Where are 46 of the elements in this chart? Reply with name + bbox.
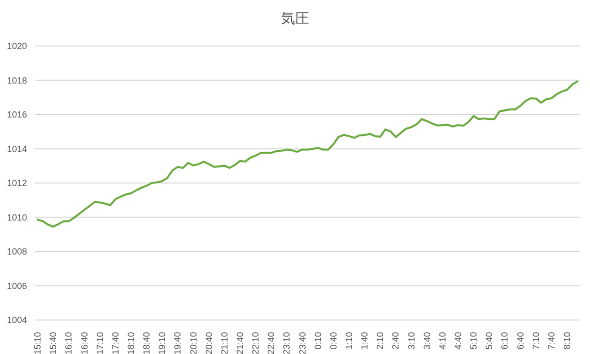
x-tick-label: 21:40 (235, 332, 246, 354)
x-tick-label: 22:10 (250, 332, 261, 354)
x-tick-label: 22:40 (266, 332, 276, 354)
y-tick-label: 1014 (6, 144, 27, 154)
x-tick-label: 18:40 (142, 332, 152, 354)
y-tick-label: 1018 (6, 75, 27, 86)
x-tick-label: 16:40 (79, 332, 90, 354)
x-tick-label: 23:10 (282, 332, 292, 354)
x-tick-label: 17:10 (94, 332, 105, 354)
y-tick-label: 1004 (6, 315, 27, 326)
x-tick-label: 4:10 (437, 332, 448, 350)
x-tick-label: 3:10 (406, 332, 416, 350)
x-tick-label: 3:40 (422, 332, 432, 350)
line-series (36, 80, 578, 228)
x-tick-label: 0:40 (328, 332, 338, 350)
y-tick-label: 1020 (6, 41, 27, 52)
x-tick-label: 20:10 (188, 332, 198, 354)
x-tick-label: 4:40 (453, 332, 464, 350)
x-tick-label: 19:40 (172, 332, 183, 354)
x-tick-label: 8:10 (562, 332, 572, 350)
x-tick-label: 5:10 (468, 332, 479, 350)
x-tick-label: 15:10 (32, 332, 43, 354)
x-tick-label: 17:40 (110, 332, 120, 354)
y-tick-label: 1008 (6, 246, 27, 257)
x-tick-label: 6:10 (500, 332, 510, 350)
y-tick-label: 1010 (6, 212, 27, 222)
x-tick-label: 16:10 (64, 332, 74, 354)
x-tick-label: 21:10 (219, 332, 230, 354)
x-tick-label: 20:40 (204, 332, 214, 354)
x-tick-label: 15:40 (48, 332, 58, 354)
x-tick-label: 23:40 (297, 332, 308, 354)
x-tick-label: 6:40 (515, 332, 526, 350)
x-tick-label: 19:10 (157, 332, 168, 354)
x-tick-label: 2:10 (375, 332, 386, 350)
x-tick-label: 7:10 (530, 332, 541, 350)
y-tick-label: 1006 (6, 280, 27, 291)
x-tick-label: 18:10 (126, 332, 136, 354)
x-tick-label: 7:40 (546, 332, 556, 350)
chart-title: 気圧 (280, 10, 310, 28)
y-tick-label: 1012 (6, 178, 27, 188)
y-tick-label: 1016 (6, 110, 27, 120)
x-tick-label: 0:10 (312, 332, 323, 350)
x-tick-label: 5:40 (484, 332, 494, 350)
x-tick-label: 1:40 (360, 332, 370, 350)
x-tick-label: 2:40 (390, 332, 401, 350)
x-tick-label: 1:10 (344, 332, 354, 350)
